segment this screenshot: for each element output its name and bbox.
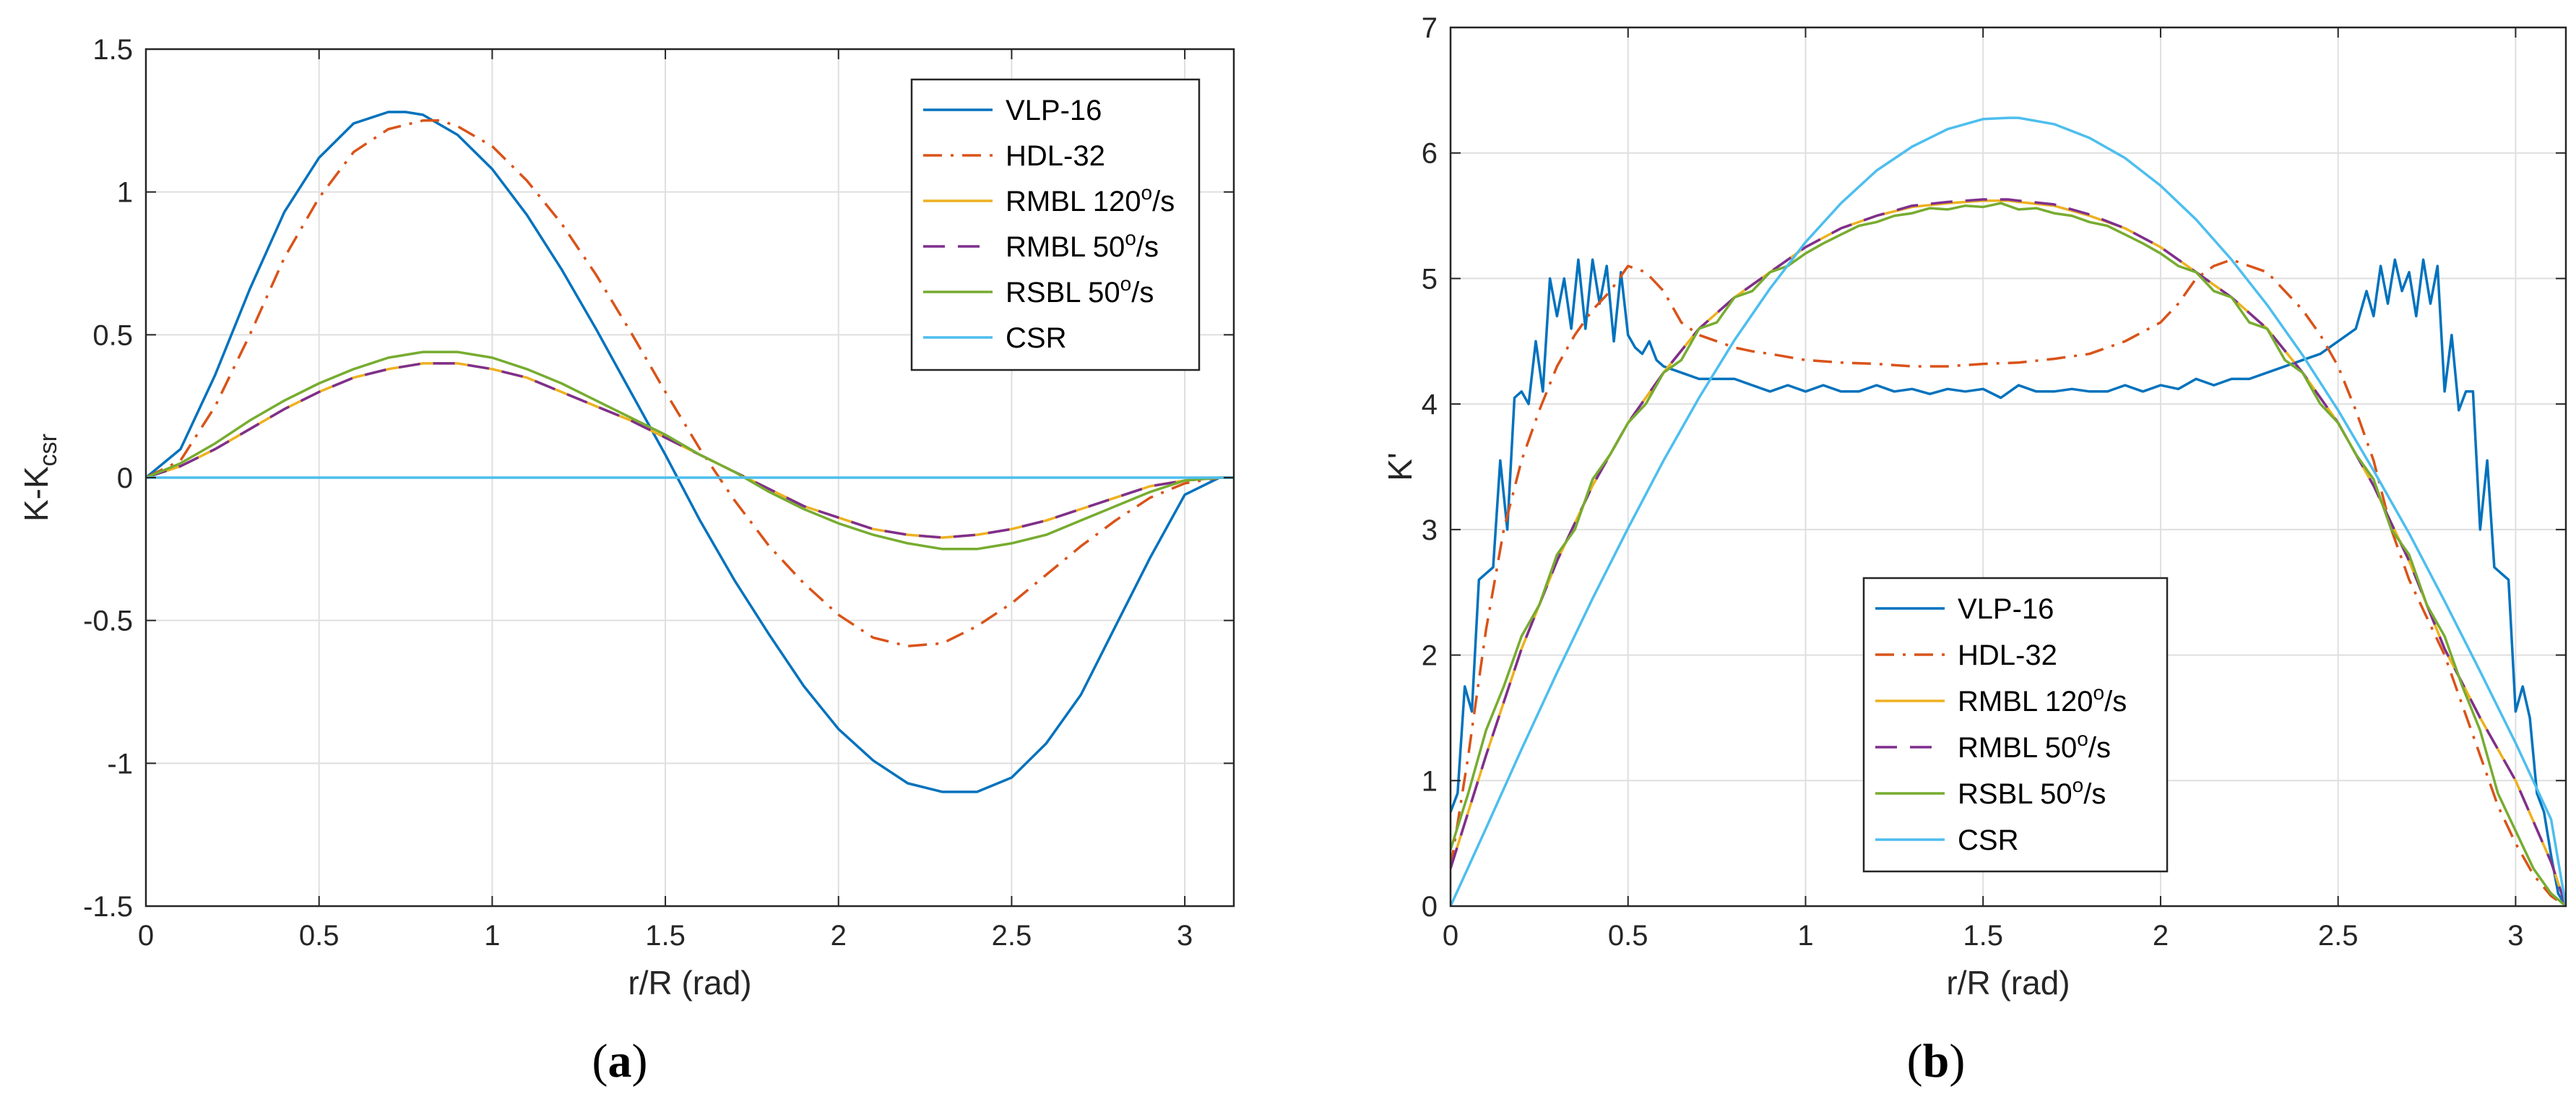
chart-b-y-tick-label: 1 [1422,765,1438,797]
chart-b-legend-label-main: RMBL 50 [1958,732,2077,764]
chart-b-x-tick-label: 0 [1443,920,1458,952]
chart-b-legend-label-rmbl-120: RMBL 120o/s [1958,681,2127,718]
chart-b-y-tick-label: 0 [1422,891,1438,923]
chart-b-legend-label-rmbl-50: RMBL 50o/s [1958,728,2111,764]
chart-a-x-tick-label: 0.5 [299,920,340,952]
chart-b-legend-label-main: VLP-16 [1958,593,2054,625]
chart-a-x-tick-label: 2.5 [992,920,1032,952]
chart-a-legend-label-main: RMBL 120 [1006,186,1141,217]
chart-b-series-hdl-32 [1451,258,2566,908]
chart-b-legend-label-unit: /s [2104,686,2127,718]
chart-b-series-csr [1451,116,2566,907]
chart-b-legend-label-main: RSBL 50 [1958,778,2073,810]
chart-a-series-group [146,111,1234,793]
chart-a-y-tick-label: 1 [117,177,133,209]
chart-a-y-tick-label: 0 [117,462,133,494]
chart-b-x-axis-label: r/R (rad) [1946,964,2070,1002]
chart-b: 0 0.5 1 1.5 2 2.5 3 0 1 2 3 4 5 6 7 r/R (rad) K' VLP-16 HD… [1381,12,2567,1087]
chart-b-x-tick-label: 3 [2507,920,2523,952]
chart-b-y-tick-label: 7 [1422,12,1438,44]
chart-a-legend-label-csr: CSR [1006,322,1066,354]
chart-b-x-tick-label: 0.5 [1608,920,1648,952]
chart-b-legend-label-vlp-16: VLP-16 [1958,593,2054,625]
chart-a-legend-label-superscript: o [1141,181,1153,204]
chart-b-legend-label-rsbl-50: RSBL 50o/s [1958,774,2106,810]
chart-b-legend-label-unit: /s [2088,732,2111,764]
chart-b-legend-label-superscript: o [2077,728,2088,750]
chart-a-legend-label-rmbl-120: RMBL 120o/s [1006,181,1175,217]
chart-a-legend-label-superscript: o [1125,227,1136,249]
chart-a-legend-label-hdl-32: HDL-32 [1006,140,1105,172]
chart-b-legend-label-main: CSR [1958,824,2018,856]
chart-a-series-hdl-32 [146,119,1234,647]
chart-a-x-tick-label: 1 [484,920,500,952]
chart-b-axes-box [1449,26,2567,908]
chart-b-legend-label-csr: CSR [1958,824,2018,856]
chart-a-x-tick-label: 2 [831,920,847,952]
chart-a-legend-label-main: CSR [1006,322,1066,354]
chart-a-x-axis-label: r/R (rad) [628,964,751,1002]
chart-a-legend-label-main: RSBL 50 [1006,277,1120,309]
chart-b-y-axis-label-main: K' [1381,452,1419,481]
chart-b-legend-label-superscript: o [2093,681,2105,704]
chart-a-series-rmbl-50 [146,362,1234,539]
chart-a-series-vlp-16 [146,111,1234,793]
chart-a-panel-letter: a [608,1035,632,1087]
chart-b-x-tick-label: 1 [1797,920,1813,952]
chart-a-y-axis-label: K-Kcsr [17,434,62,522]
chart-b-panel-letter: b [1923,1035,1950,1087]
chart-a-legend-label-main: HDL-32 [1006,140,1105,172]
chart-a-legend-label-superscript: o [1120,272,1132,295]
chart-a-y-tick-label: -1 [107,748,133,780]
chart-b-series-rsbl-50 [1451,202,2566,908]
chart-b-y-tick-label: 6 [1422,138,1438,170]
chart-b-legend-label-hdl-32: HDL-32 [1958,639,2057,671]
chart-b-legend-label-main: HDL-32 [1958,639,2057,671]
chart-b-legend-label-unit: /s [2083,778,2106,810]
chart-b-y-tick-label: 3 [1422,514,1438,546]
chart-a-y-axis-label-main: K-K [17,466,55,522]
chart-a-x-tick-label: 3 [1177,920,1193,952]
chart-b-x-tick-label: 1.5 [1963,920,2003,952]
chart-b-y-tick-label: 5 [1422,263,1438,295]
chart-a: 0 0.5 1 1.5 2 2.5 3 -1.5 -1 -0.5 0 0.5 1 1.5 r/R (rad)… [17,34,1235,1087]
chart-b-panel-label: (b) [1907,1035,1966,1087]
chart-a-legend-label-rmbl-50: RMBL 50o/s [1006,227,1159,263]
chart-b-legend-label-superscript: o [2073,774,2084,796]
chart-a-y-tick-label: 1.5 [92,34,133,66]
chart-a-legend-label-unit: /s [1131,277,1154,309]
chart-a-legend-label-unit: /s [1152,186,1175,217]
chart-a-y-tick-label: 0.5 [92,319,133,351]
chart-a-panel-label: (a) [592,1035,648,1087]
chart-a-x-tick-label: 0 [138,920,154,952]
chart-a-legend-label-vlp-16: VLP-16 [1006,95,1102,126]
chart-b-x-tick-label: 2.5 [2318,920,2359,952]
chart-b-series-group [1451,116,2566,908]
chart-a-x-tick-label: 1.5 [645,920,686,952]
chart-b-y-axis-label: K' [1381,452,1419,481]
chart-a-legend-label-rsbl-50: RSBL 50o/s [1006,272,1154,309]
chart-b-x-tick-label: 2 [2153,920,2169,952]
chart-a-legend-label-main: VLP-16 [1006,95,1102,126]
chart-b-legend-label-main: RMBL 120 [1958,686,2093,718]
chart-a-legend-label-main: RMBL 50 [1006,231,1125,263]
chart-a-y-tick-label: -0.5 [83,606,133,637]
chart-a-y-axis-label-sub: csr [35,434,62,466]
chart-a-y-tick-label: -1.5 [83,891,133,923]
chart-b-series-vlp-16 [1451,258,2566,907]
chart-b-legend-box [1862,577,2169,873]
chart-b-series-rmbl-50 [1451,198,2566,907]
chart-a-series-rsbl-50 [146,350,1234,551]
chart-b-y-tick-label: 4 [1422,389,1438,421]
chart-a-legend-label-unit: /s [1136,231,1159,263]
chart-b-y-tick-label: 2 [1422,640,1438,672]
chart-a-legend-box [910,78,1201,371]
